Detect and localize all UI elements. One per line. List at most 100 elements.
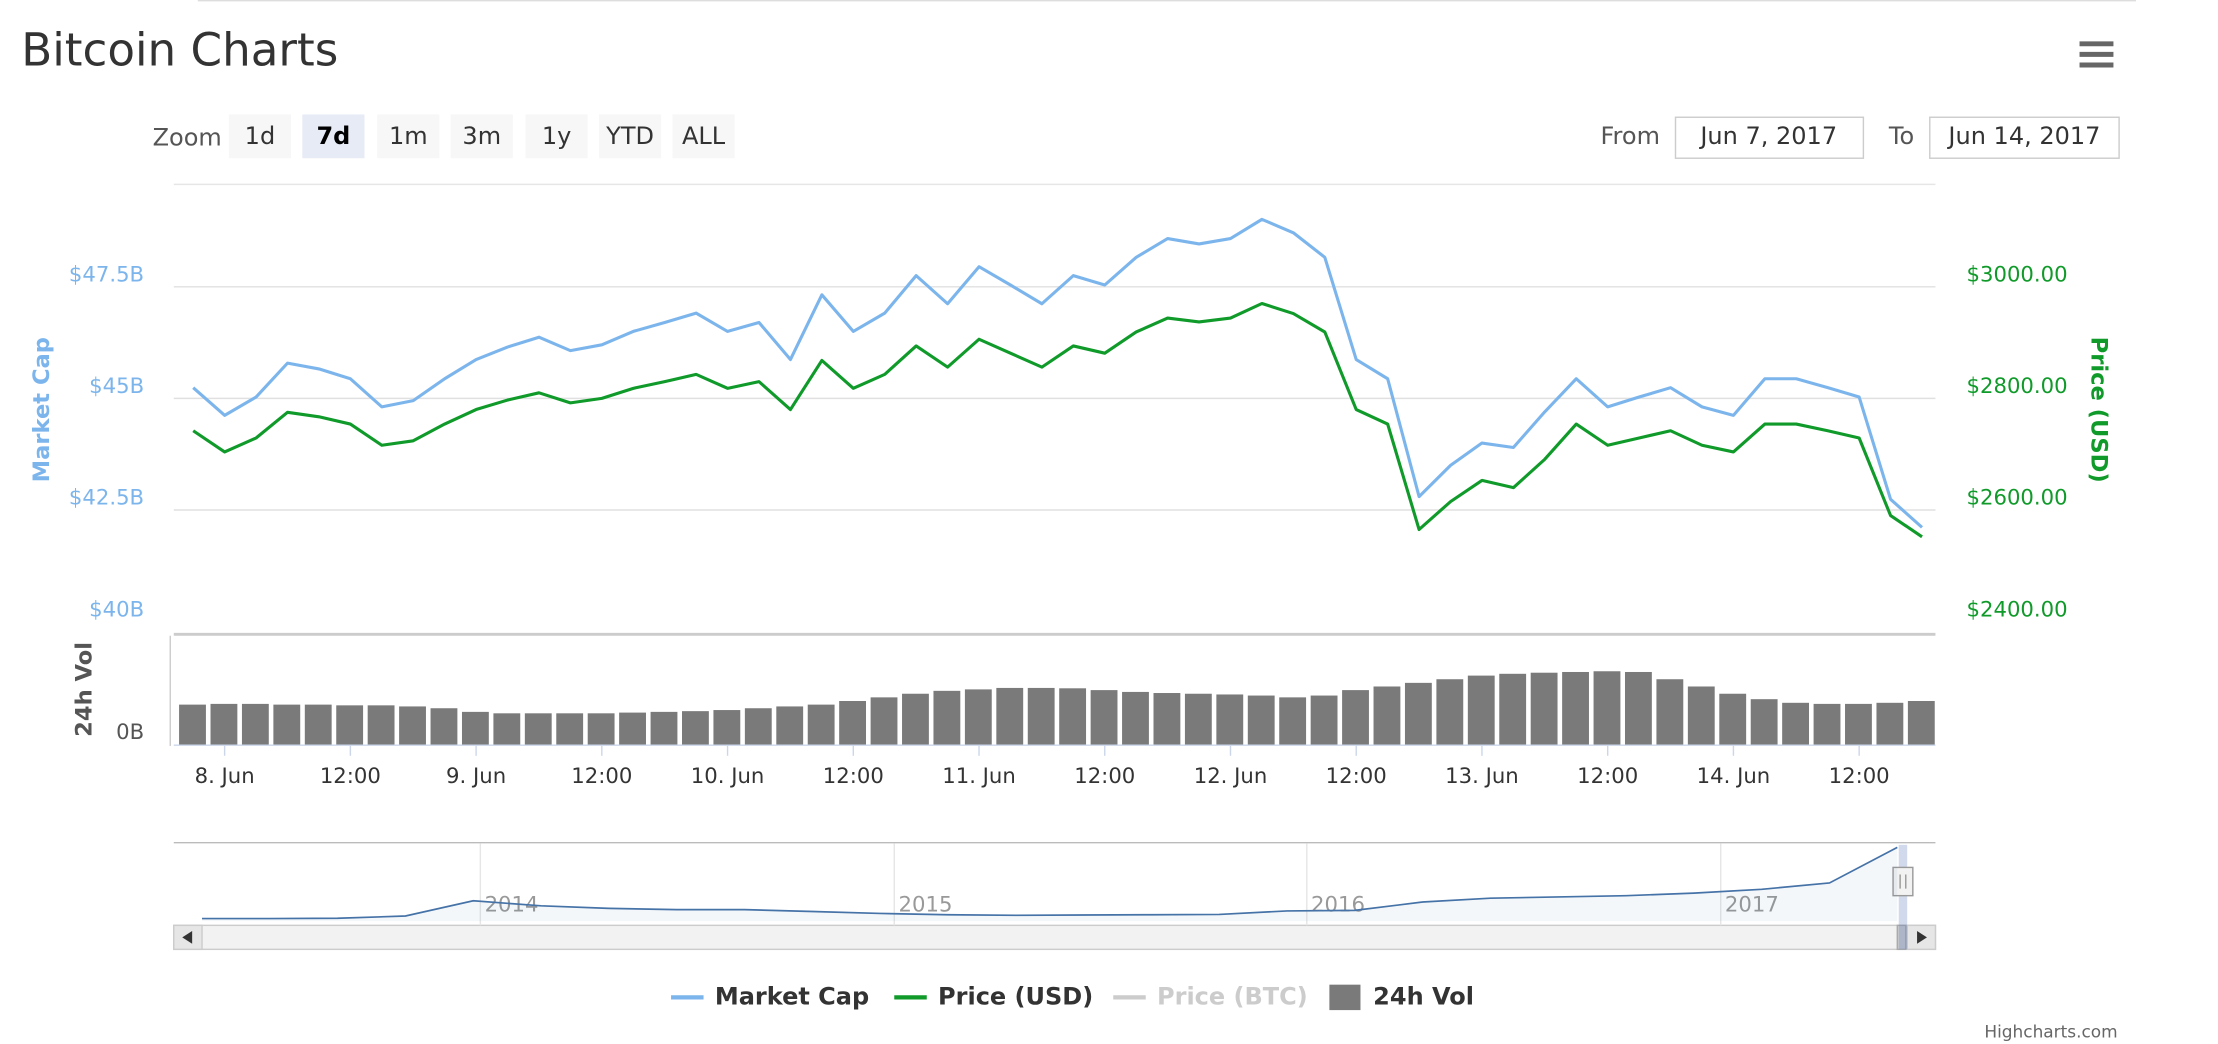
y2-axis-title: Price (USD) [2085, 337, 2111, 483]
vol-axis-title: 24h Vol [71, 642, 97, 737]
scrollbar[interactable] [173, 924, 1937, 951]
volume-bar [1562, 671, 1589, 745]
volume-bar [524, 713, 552, 745]
zoom-button-label[interactable]: 1d [245, 122, 276, 150]
volume-bar [587, 713, 615, 745]
y2-tick-label: $2600.00 [1967, 485, 2068, 510]
volume-bar [556, 713, 584, 745]
y2-tick-label: $2400.00 [1967, 596, 2068, 621]
volume-bar [1467, 675, 1495, 745]
volume-bar [273, 704, 301, 745]
navigator[interactable] [173, 841, 1937, 951]
y-tick-label: $45B [89, 373, 144, 398]
volume-bar [1373, 686, 1401, 745]
y2-tick-label: $2800.00 [1967, 373, 2068, 398]
x-tick-label: 12:00 [1577, 763, 1638, 788]
from-value: Jun 7, 2017 [1698, 122, 1837, 150]
legend-item[interactable]: Price (BTC) [1157, 982, 1308, 1010]
scroll-thumb[interactable] [1896, 924, 1907, 951]
navigator-mask [1898, 844, 1908, 950]
navigator-label: 2015 [899, 892, 953, 917]
navigator-handle[interactable] [1892, 866, 1914, 897]
legend-symbol[interactable] [1329, 984, 1361, 1011]
x-tick-label: 9. Jun [446, 763, 506, 788]
volume-bar [1436, 679, 1464, 745]
volume-bar [1593, 671, 1621, 745]
volume-bar [493, 713, 521, 745]
zoom-button-label[interactable]: ALL [682, 122, 726, 150]
vol-tick-label: 0B [116, 719, 144, 744]
zoom-button[interactable] [450, 114, 513, 159]
volume-bar [430, 708, 458, 745]
credit[interactable]: Highcharts.com [1984, 1022, 2117, 1042]
zoom-button-label[interactable]: 1y [542, 122, 571, 150]
volume-bar [1310, 695, 1338, 745]
volume-bar [1813, 703, 1841, 745]
zoom-button-label[interactable]: 3m [462, 122, 501, 150]
zoom-button[interactable] [377, 114, 440, 159]
volume-bar [682, 711, 709, 745]
legend-item[interactable]: 24h Vol [1373, 982, 1474, 1010]
arrow-left [182, 930, 193, 944]
zoom-button[interactable] [228, 114, 292, 159]
volume-bar [1530, 672, 1558, 745]
x-tick-label: 12:00 [1326, 763, 1387, 788]
volume-bar [902, 693, 929, 745]
volume-bar [1342, 690, 1369, 745]
volume-bar [1656, 679, 1684, 745]
volume-bar [933, 690, 961, 745]
zoom-button-label[interactable]: 7d [316, 122, 350, 150]
menu-button[interactable] [2076, 39, 2117, 71]
volume-bar [210, 703, 238, 745]
from-input[interactable] [1674, 116, 1865, 159]
volume-bar [1279, 697, 1307, 745]
volume-bar [964, 689, 992, 745]
volume-bar [304, 704, 332, 745]
from-label: From [1600, 122, 1659, 150]
zoom-label: Zoom [153, 123, 222, 151]
volume-bar [996, 687, 1024, 745]
navigator-bg [173, 841, 1936, 926]
navigator-label: 2017 [1725, 892, 1779, 917]
volume-bar [336, 705, 364, 745]
y2-tick-label: $3000.00 [1967, 261, 2068, 286]
series-line [192, 217, 1924, 529]
to-label: To [1888, 122, 1914, 150]
y-tick-label: $47.5B [69, 261, 144, 286]
y-tick-label: $40B [89, 596, 144, 621]
volume-bar [1122, 691, 1149, 745]
volume-bar [776, 706, 804, 745]
volume-bar [1782, 702, 1810, 745]
volume-bar [1059, 688, 1087, 745]
zoom-button-label[interactable]: 1m [389, 122, 428, 150]
volume-bar [744, 708, 772, 745]
chart-title: Bitcoin Charts [21, 24, 338, 77]
x-tick-label: 12:00 [1074, 763, 1135, 788]
volume-bar [1216, 694, 1244, 745]
zoom-button[interactable] [302, 114, 365, 159]
volume-bar [1499, 673, 1527, 745]
volume-bar [367, 705, 395, 745]
volume-bar [807, 704, 835, 745]
volume-bar [1090, 690, 1118, 745]
volume-bar [1404, 682, 1432, 745]
legend-item[interactable]: Market Cap [715, 982, 869, 1010]
to-value: Jun 14, 2017 [1946, 122, 2100, 150]
volume-bar [1184, 693, 1212, 745]
volume-bar [870, 697, 898, 745]
legend-item[interactable]: Price (USD) [938, 982, 1093, 1010]
zoom-button[interactable] [525, 114, 588, 159]
volume-bar [1876, 702, 1904, 745]
series-line [192, 301, 1923, 539]
zoom-button[interactable] [672, 114, 735, 159]
to-input[interactable] [1929, 116, 2120, 159]
volume-bar [713, 710, 741, 745]
navigator-line [202, 846, 1898, 920]
zoom-button-label[interactable]: YTD [605, 122, 654, 150]
volume-bar [619, 712, 646, 745]
zoom-button[interactable] [599, 114, 662, 159]
x-tick-label: 10. Jun [691, 763, 765, 788]
volume-bar [461, 711, 489, 745]
